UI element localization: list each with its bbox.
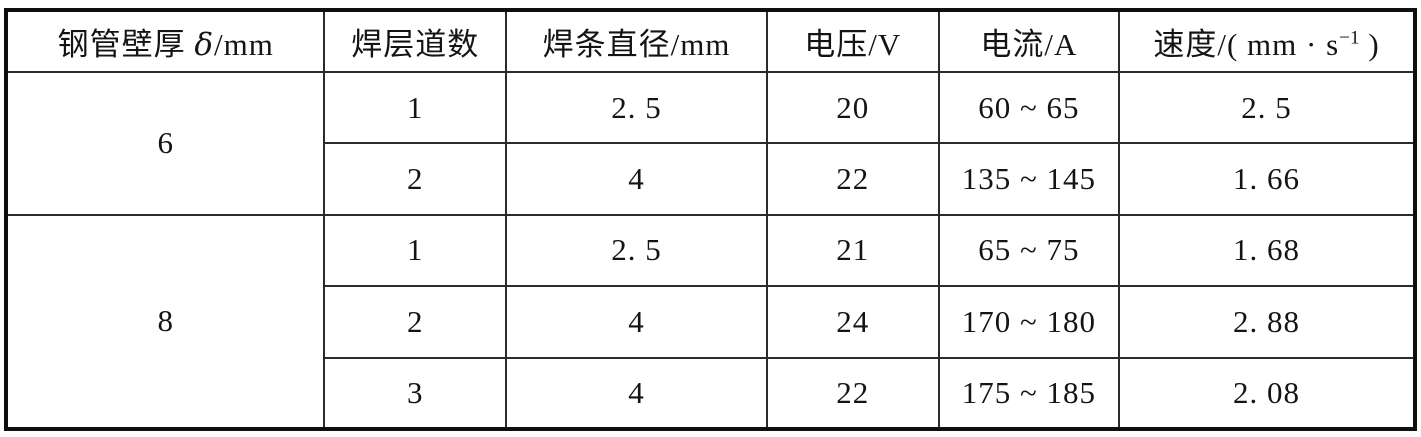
cell-speed: 2. 88 (1118, 285, 1416, 359)
header-weld-passes: 焊层道数 (323, 9, 508, 73)
welding-parameters-table: 钢管壁厚 δ/mm 焊层道数 焊条直径/mm 电压/V 电流/A 速度/( mm… (4, 8, 1417, 431)
header-speed-exponent: −1 (1339, 27, 1360, 49)
cell-voltage: 22 (765, 356, 940, 431)
cell-pass: 2 (323, 285, 508, 359)
cell-speed: 2. 08 (1118, 356, 1416, 431)
cell-diameter: 4 (505, 356, 768, 431)
cell-pass: 1 (323, 213, 508, 288)
header-row: 钢管壁厚 δ/mm 焊层道数 焊条直径/mm 电压/V 电流/A 速度/( mm… (4, 9, 1416, 73)
cell-current: 175 ~ 185 (937, 356, 1121, 431)
delta-symbol: δ (194, 27, 214, 63)
cell-diameter: 2. 5 (505, 213, 768, 288)
cell-voltage: 20 (765, 70, 940, 145)
cell-diameter: 4 (505, 142, 768, 216)
cell-thickness-8: 8 (4, 213, 326, 431)
cell-pass: 2 (323, 142, 508, 216)
header-wall-thickness-text: 钢管壁厚 (57, 27, 195, 62)
header-speed-close: ) (1359, 27, 1380, 62)
table-row: 6 1 2. 5 20 60 ~ 65 2. 5 (4, 70, 1416, 216)
cell-voltage: 24 (765, 285, 940, 359)
header-voltage: 电压/V (765, 9, 940, 73)
cell-speed: 2. 5 (1118, 70, 1416, 145)
header-electrode-diameter: 焊条直径/mm (505, 9, 768, 73)
cell-current: 135 ~ 145 (937, 142, 1121, 216)
cell-speed: 1. 66 (1118, 142, 1416, 216)
cell-pass: 3 (323, 356, 508, 431)
cell-voltage: 21 (765, 213, 940, 288)
cell-current: 170 ~ 180 (937, 285, 1121, 359)
cell-diameter: 2. 5 (505, 70, 768, 145)
table-row: 2 4 24 170 ~ 180 2. 88 (6, 285, 1416, 359)
cell-diameter: 4 (505, 285, 768, 359)
table-row: 3 4 22 175 ~ 185 2. 08 (6, 356, 1416, 431)
header-wall-thickness-unit: /mm (214, 27, 274, 62)
cell-thickness-6: 6 (4, 71, 326, 216)
header-speed-text: 速度/( mm · s (1153, 27, 1340, 62)
table-row: 2 4 22 135 ~ 145 1. 66 (6, 142, 1416, 216)
header-wall-thickness: 钢管壁厚 δ/mm (4, 9, 326, 73)
table-row: 8 1 2. 5 21 65 ~ 75 1. 68 (4, 213, 1416, 431)
header-speed: 速度/( mm · s−1 ) (1118, 9, 1416, 73)
cell-speed: 1. 68 (1118, 213, 1416, 288)
cell-pass: 1 (323, 70, 508, 145)
cell-current: 65 ~ 75 (937, 213, 1121, 288)
header-current: 电流/A (937, 9, 1121, 73)
cell-current: 60 ~ 65 (937, 70, 1121, 145)
cell-voltage: 22 (765, 142, 940, 216)
